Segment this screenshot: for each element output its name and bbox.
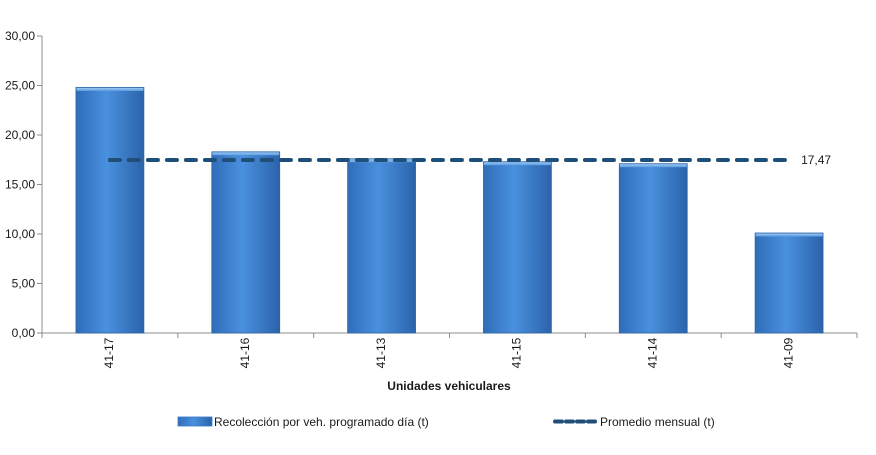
bar xyxy=(754,232,824,334)
x-tick-label: 41-13 xyxy=(374,337,388,368)
x-axis: 41-17 41-16 41-13 41-15 41-14 41-09 xyxy=(41,332,858,368)
bar xyxy=(211,151,281,334)
bar xyxy=(483,161,552,334)
legend: Recolección por veh. programado día (t) … xyxy=(177,415,715,429)
y-tick-label: 25,00 xyxy=(5,79,35,93)
legend-label-average: Promedio mensual (t) xyxy=(600,415,715,429)
bar-top-highlight xyxy=(212,152,280,156)
y-tick-label: 5,00 xyxy=(12,277,36,291)
x-tick-label: 41-17 xyxy=(102,337,116,368)
legend-label-bars: Recolección por veh. programado día (t) xyxy=(214,415,429,429)
data-labels: 17,47 xyxy=(801,153,831,167)
bar xyxy=(347,158,416,334)
bar-series xyxy=(75,87,824,334)
bar-top-highlight xyxy=(619,164,687,168)
x-axis-title: Unidades vehiculares xyxy=(387,379,511,393)
x-tick-label: 41-16 xyxy=(238,337,252,368)
y-tick-label: 20,00 xyxy=(5,128,35,142)
bar-top-highlight xyxy=(76,87,144,91)
y-axis: 0,00 5,00 10,00 15,00 20,00 25,00 30,00 xyxy=(5,29,43,340)
average-data-label: 17,47 xyxy=(801,153,831,167)
bar xyxy=(75,87,145,334)
bar xyxy=(618,163,688,334)
y-tick-label: 15,00 xyxy=(5,178,35,192)
x-tick-label: 41-15 xyxy=(510,337,524,368)
y-tick-label: 30,00 xyxy=(5,29,35,43)
bar-top-highlight xyxy=(483,162,551,166)
legend-swatch-bars xyxy=(177,416,213,427)
y-tick-label: 0,00 xyxy=(12,326,36,340)
y-tick-label: 10,00 xyxy=(5,227,35,241)
x-tick-label: 41-14 xyxy=(645,337,659,368)
bar-top-highlight xyxy=(755,233,823,237)
x-tick-label: 41-09 xyxy=(781,337,795,368)
